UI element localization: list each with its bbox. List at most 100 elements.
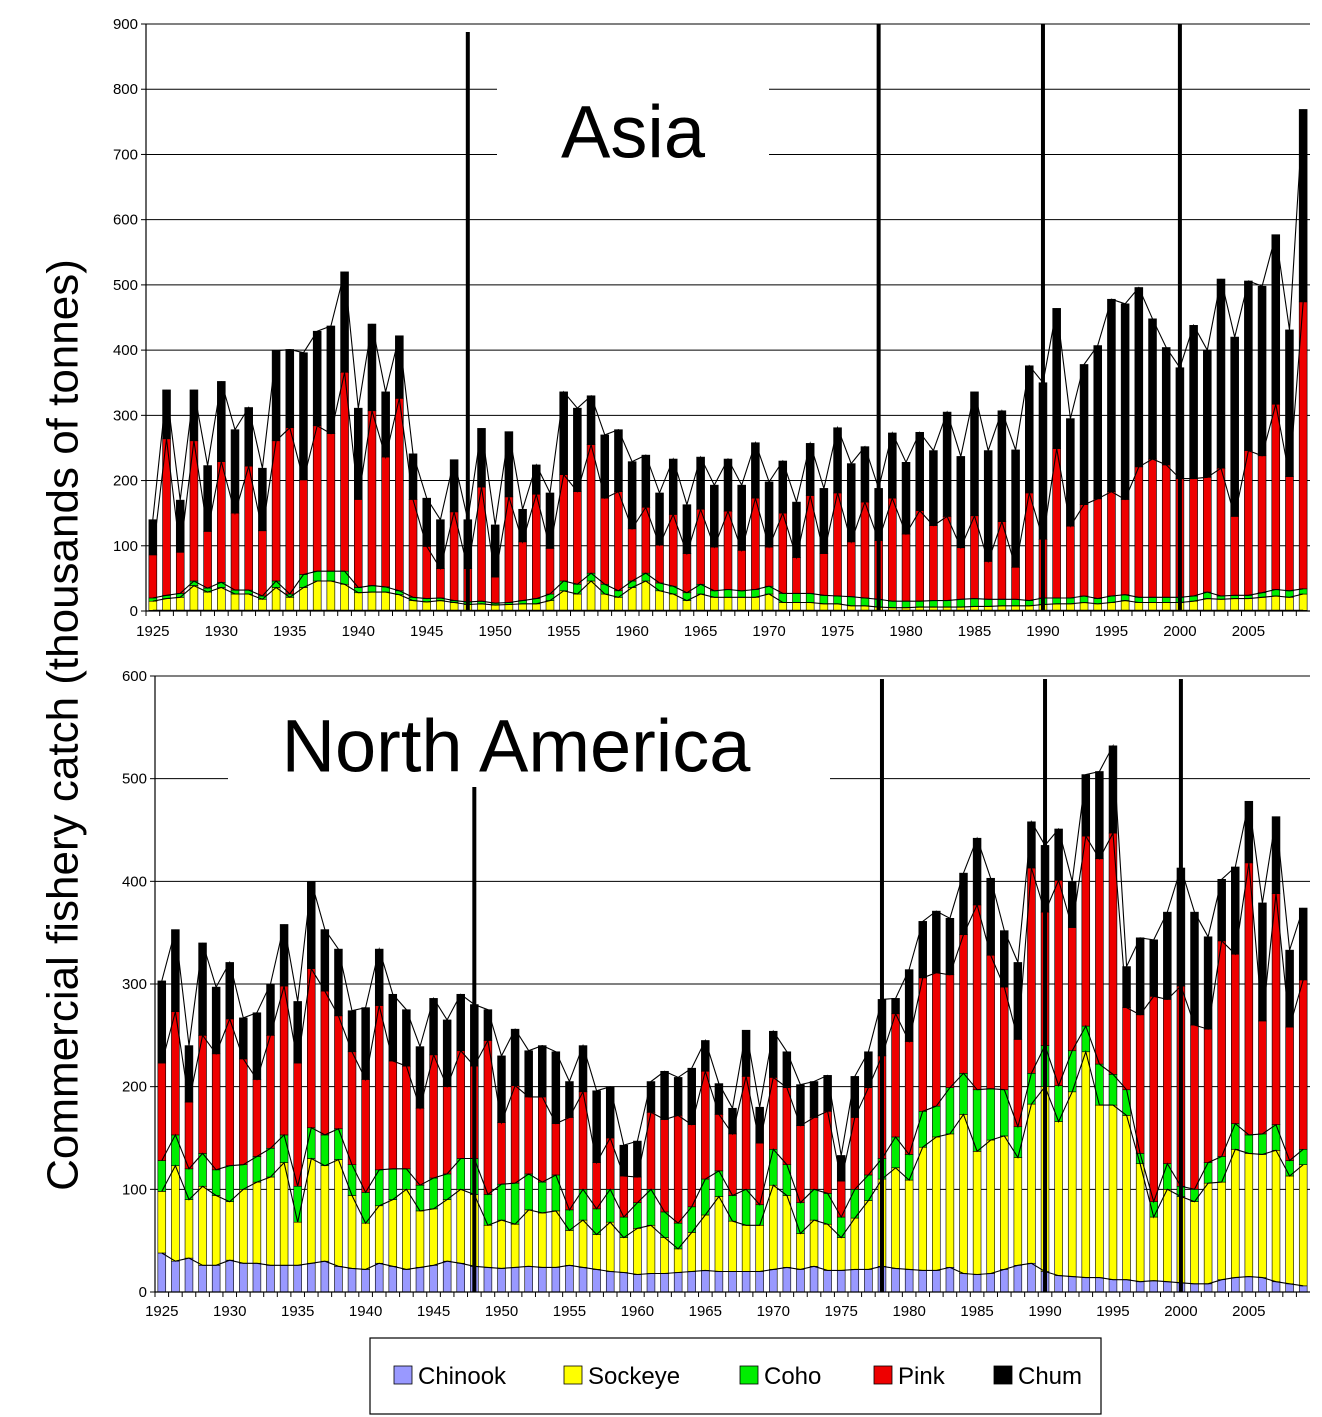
bar-pink: [833, 492, 842, 597]
bar-sockeye: [764, 593, 774, 611]
bar-chinook: [687, 1271, 696, 1293]
bar-chum: [1271, 234, 1281, 405]
cumulative-line-coho: [152, 570, 1304, 604]
bar-chinook: [510, 1267, 520, 1293]
bar-coho: [497, 1183, 506, 1221]
bar-sockeye: [605, 1221, 615, 1272]
bar-pink: [279, 985, 289, 1136]
bar-coho: [559, 580, 568, 592]
bar-sockeye: [737, 597, 746, 611]
bar-pink: [415, 1107, 425, 1186]
bar-pink: [901, 533, 911, 602]
bar-chum: [436, 519, 445, 569]
bar-coho: [959, 1073, 968, 1115]
bar-sockeye: [266, 1176, 275, 1266]
bar-chinook: [347, 1268, 357, 1293]
bar-sockeye: [171, 1165, 180, 1262]
bar-coho: [592, 1208, 601, 1235]
series-sockeye: [148, 580, 1308, 611]
bar-sockeye: [741, 1224, 751, 1272]
bar-sockeye: [1093, 603, 1103, 611]
bar-coho: [741, 1189, 751, 1226]
bar-pink: [945, 974, 955, 1088]
bar-coho: [551, 1174, 561, 1212]
bar-pink: [532, 493, 541, 599]
bar-coho: [918, 1111, 927, 1148]
bar-chum: [211, 986, 221, 1055]
x-tick-label: 1955: [547, 623, 580, 640]
bar-sockeye: [1203, 1182, 1213, 1285]
bar-chum: [538, 1045, 547, 1098]
bar-pink: [157, 1062, 167, 1161]
bar-chinook: [741, 1271, 751, 1293]
bar-sockeye: [442, 1199, 452, 1262]
x-tick-label: 1980: [889, 623, 922, 640]
bar-chum: [1257, 285, 1267, 457]
bar-sockeye: [157, 1191, 167, 1254]
bar-sockeye: [239, 1189, 248, 1264]
bar-pink: [891, 1013, 900, 1138]
bar-pink: [326, 433, 336, 572]
cumulative-line-pink: [161, 831, 1304, 1182]
bar-pink: [293, 1062, 302, 1187]
bar-pink: [565, 1117, 574, 1211]
bar-sockeye: [633, 1228, 642, 1275]
bar-pink: [888, 497, 897, 602]
bar-pink: [518, 541, 527, 601]
bar-chinook: [972, 1274, 982, 1293]
bar-chinook: [809, 1266, 819, 1293]
bar-sockeye: [1285, 597, 1294, 611]
bar-sockeye: [211, 1195, 221, 1266]
bar-pink: [701, 1070, 710, 1180]
bar-pink: [1013, 1039, 1023, 1128]
x-tick-label: 1940: [349, 1303, 382, 1320]
y-tick-label: 300: [122, 976, 147, 993]
bar-pink: [970, 515, 979, 599]
bar-pink: [1148, 458, 1157, 598]
bar-chinook: [1095, 1277, 1104, 1293]
bar-chum: [710, 484, 719, 548]
panel-title: Asia: [561, 91, 706, 174]
bar-sockeye: [334, 1159, 343, 1267]
bar-sockeye: [627, 587, 637, 611]
bar-chum: [1120, 303, 1130, 500]
bar-sockeye: [1258, 1154, 1267, 1278]
bar-sockeye: [986, 1139, 995, 1274]
bar-pink: [1230, 516, 1239, 596]
legend-item-coho: Coho: [739, 1363, 821, 1390]
bar-chum: [239, 1017, 248, 1060]
bar-pink: [819, 553, 829, 596]
x-tick-label: 1980: [892, 1303, 925, 1320]
legend-item-pink: Pink: [873, 1363, 946, 1390]
bar-pink: [230, 512, 240, 591]
bar-pink: [764, 546, 774, 587]
bar-sockeye: [850, 1217, 860, 1270]
bar-pink: [1134, 466, 1144, 598]
bar-sockeye: [1230, 598, 1239, 611]
asia-panel: Asia 0 100 200 300 400 500 600 700 800 900 1925 1930…: [113, 16, 1310, 640]
bar-pink: [545, 548, 555, 595]
bar-chum: [217, 381, 226, 462]
bar-coho: [970, 598, 979, 607]
x-tick-label: 1930: [205, 623, 238, 640]
bar-coho: [1011, 598, 1020, 607]
bar-coho: [888, 600, 897, 609]
bar-pink: [402, 1065, 411, 1170]
legend-label: Coho: [764, 1363, 821, 1390]
bar-sockeye: [456, 1189, 465, 1264]
bar-chum: [442, 1019, 452, 1087]
bar-sockeye: [490, 604, 500, 611]
bar-chinook: [904, 1269, 914, 1293]
bar-pink: [932, 972, 941, 1107]
bar-pink: [710, 546, 719, 592]
bar-pink: [904, 1041, 914, 1155]
bar-chinook: [1013, 1265, 1023, 1293]
bar-chum: [1258, 902, 1267, 1022]
bar-sockeye: [217, 587, 226, 611]
bar-chinook: [1271, 1281, 1281, 1293]
bar-sockeye: [614, 597, 623, 611]
y-tick-label: 500: [122, 771, 147, 788]
bar-chinook: [850, 1269, 860, 1293]
bar-sockeye: [1217, 1181, 1226, 1280]
bar-chum: [769, 1030, 778, 1078]
